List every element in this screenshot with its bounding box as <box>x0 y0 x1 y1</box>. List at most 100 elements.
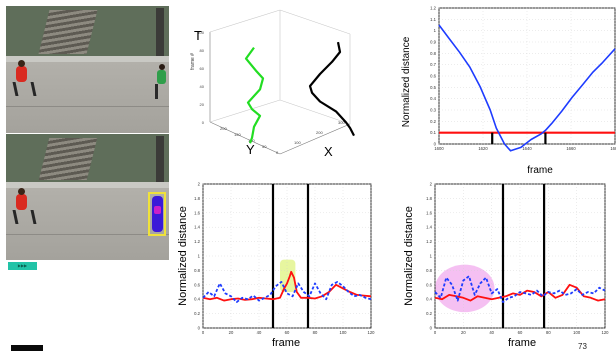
gridlines <box>202 183 372 329</box>
y-ticks: 0 0.1 0.2 0.3 0.4 0.5 0.6 0.7 0.8 0.9 1 1.1 1.2 <box>430 6 436 147</box>
t-axis-letter: T <box>194 28 202 43</box>
series <box>438 24 616 152</box>
curb <box>6 56 169 62</box>
person-green-head <box>159 64 165 70</box>
x-tick-label: 100 <box>294 140 301 145</box>
black-trajectory-line <box>308 41 355 137</box>
y-tick-label: 1.2 <box>194 239 200 244</box>
x-tick-label: 20 <box>229 330 234 335</box>
post <box>156 136 164 182</box>
x-ticks: 0 20 40 60 80 100 120 <box>202 330 375 335</box>
trajectory-series <box>244 41 355 144</box>
person-red-legs <box>12 210 37 224</box>
y-tick-label: 0.4 <box>430 96 436 101</box>
y-tick-label: 50 <box>262 144 267 149</box>
x-tick-label: 1620 <box>478 146 488 151</box>
x-tick-label: 120 <box>368 330 376 335</box>
blue-distance-line <box>202 281 372 303</box>
person-red-shirt <box>16 194 27 210</box>
tracking-box <box>148 192 166 236</box>
y-tick-label: 0.8 <box>426 268 432 273</box>
series <box>434 275 606 303</box>
stop-button[interactable] <box>11 345 43 351</box>
sidewalk <box>6 188 169 260</box>
x-tick-label: 0 <box>202 330 205 335</box>
y-tick-label: 2 <box>430 182 433 187</box>
sidewalk <box>6 62 169 133</box>
y-ticks: 0 0.2 0.4 0.6 0.8 1 1.2 1.4 1.6 1.8 2 <box>194 182 200 331</box>
y-axis-letter: Y <box>246 142 255 157</box>
distance-chart-bottom-right: 0 0.2 0.4 0.6 0.8 1 1.2 1.4 1.6 1.8 2 0 20 40 60 80 100… <box>403 182 610 350</box>
x-axis-label: frame <box>508 337 536 349</box>
distance-chart-bottom-left: 0 0.2 0.4 0.6 0.8 1 1.2 1.4 1.6 1.8 2 0 20 40 60 80 100… <box>177 182 375 350</box>
y-tick-label: 1.8 <box>426 196 432 201</box>
x-tick-label: 20 <box>461 330 466 335</box>
red-distance-line <box>202 270 372 302</box>
x-ticks: 1600 1620 1640 1660 1680 <box>434 146 616 151</box>
y-tick-label: 1 <box>198 254 201 259</box>
curb <box>6 182 169 188</box>
y-axis-label: Normalized distance <box>401 36 412 127</box>
x-tick-label: 60 <box>285 330 290 335</box>
x-tick-label: 80 <box>546 330 551 335</box>
person-red-shirt <box>16 66 27 82</box>
play-button[interactable]: ▶▶▶ <box>8 262 37 270</box>
event-markers <box>501 184 546 328</box>
y-tick-label: 1.1 <box>430 17 436 22</box>
segmented-person-mask <box>152 196 163 232</box>
x-tick-label: 1600 <box>434 146 444 151</box>
y-axis-label: Normalized distance <box>177 206 189 306</box>
z-tick-label: 0 <box>202 120 205 125</box>
y-tick-label: 0.2 <box>426 311 432 316</box>
y-tick-label: 1.4 <box>194 225 200 230</box>
y-tick-label: 0.6 <box>194 282 200 287</box>
x-tick-label: 120 <box>602 330 610 335</box>
y-axis-label: Normalized distance <box>403 206 415 306</box>
x-tick-label: 40 <box>257 330 262 335</box>
x-tick-label: 0 <box>434 330 437 335</box>
x-axis-label: frame <box>527 165 553 176</box>
z-tick-label: 20 <box>200 102 205 107</box>
person-green-legs <box>155 84 169 99</box>
y-ticks: 0 0.2 0.4 0.6 0.8 1 1.2 1.4 1.6 1.8 2 <box>426 182 432 331</box>
x-tick-label: 200 <box>316 130 323 135</box>
y-tick-label: 0.4 <box>426 297 432 302</box>
person-red-head <box>18 60 25 67</box>
y-tick-label: 0.5 <box>430 85 436 90</box>
x-tick-label: 40 <box>489 330 494 335</box>
sidewalk-seam <box>6 234 169 235</box>
person-red-legs <box>12 82 37 96</box>
y-tick-label: 2 <box>198 182 201 187</box>
y-tick-label: 0.3 <box>430 108 436 113</box>
y-tick-label: 1.8 <box>194 196 200 201</box>
y-tick-label: 0.8 <box>430 51 436 56</box>
z-axis-label: frame # <box>190 53 196 70</box>
y-tick-label: 1.2 <box>430 6 436 11</box>
highlight-box <box>280 259 296 292</box>
event-markers <box>439 131 615 144</box>
x-tick-label: 60 <box>518 330 523 335</box>
page-number: 73 <box>578 342 587 351</box>
blue-distance-line <box>438 24 616 152</box>
x-axis-letter: X <box>324 144 333 159</box>
x-ticks: 100 200 300 <box>294 120 345 145</box>
x-tick-label: 80 <box>313 330 318 335</box>
post <box>156 8 164 56</box>
y-tick-label: 0.6 <box>426 282 432 287</box>
video-frame-bottom <box>6 134 169 260</box>
x-axis-label: frame <box>272 337 300 349</box>
gridlines <box>434 183 606 329</box>
x-tick-label: 300 <box>338 120 345 125</box>
sidewalk-seam <box>6 106 169 107</box>
y-tick-label: 1 <box>430 254 433 259</box>
y-tick-label: 150 <box>234 132 241 137</box>
z-tick-label: 80 <box>200 48 205 53</box>
y-tick-label: 0.9 <box>430 40 436 45</box>
x-tick-label: 100 <box>573 330 581 335</box>
distance-chart-top: 0 0.1 0.2 0.3 0.4 0.5 0.6 0.7 0.8 0.9 1 1.1 1.2 1600… <box>401 6 616 177</box>
y-tick-label: 0 <box>276 150 279 155</box>
y-tick-label: 1.6 <box>426 210 432 215</box>
x-tick-label: 1640 <box>522 146 532 151</box>
y-tick-label: 1 <box>434 28 437 33</box>
